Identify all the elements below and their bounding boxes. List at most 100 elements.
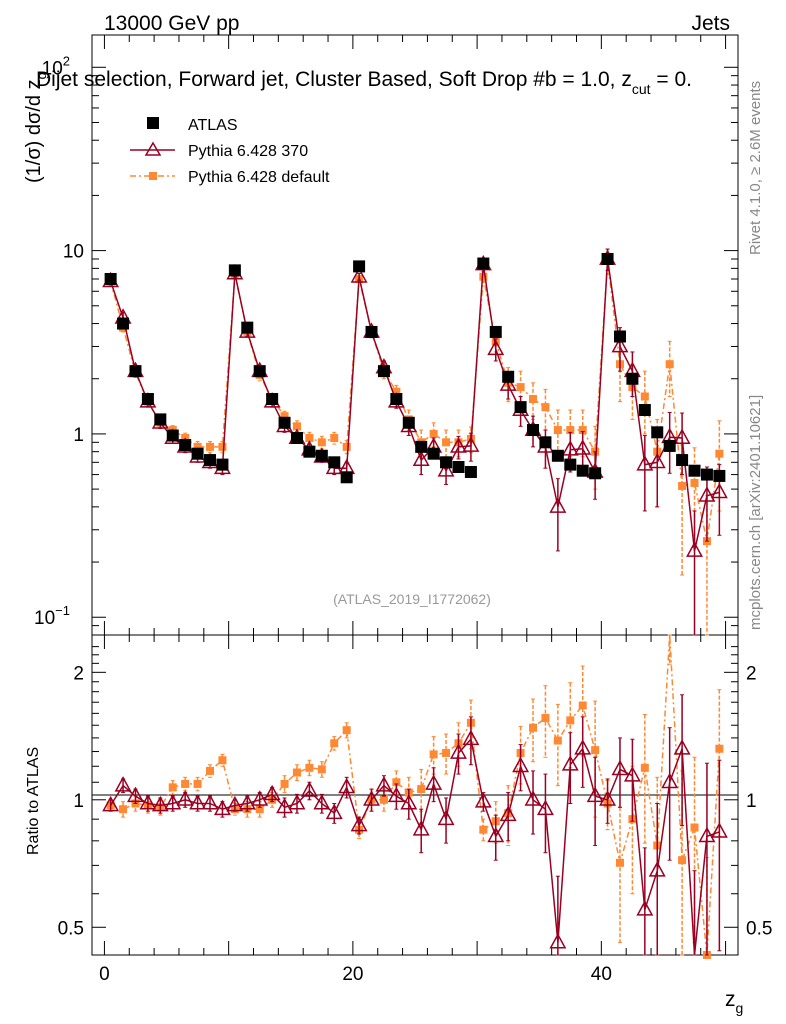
- main-pdef-point: [678, 481, 687, 490]
- main-atlas-point: [353, 260, 366, 273]
- main-p370-point: [574, 439, 592, 455]
- ratio-pdef-point: [529, 723, 538, 732]
- ratio-ytick-label: 1: [73, 791, 84, 812]
- ratio-p370-point: [561, 755, 579, 771]
- main-atlas-point: [216, 458, 229, 471]
- main-p370-point: [686, 541, 703, 557]
- ratio-pdef-point: [392, 778, 401, 787]
- ratio-p370-point: [127, 786, 144, 803]
- main-p370-point: [648, 452, 666, 469]
- main-atlas-point: [651, 426, 664, 439]
- ratio-ytick-label-right: 0.5: [746, 918, 772, 939]
- main-atlas-point: [713, 469, 726, 482]
- xlabel: zg: [725, 988, 743, 1016]
- main-pdef-point: [429, 429, 438, 438]
- ratio-pdef-point: [292, 768, 301, 777]
- main-ytick-exponent: −1: [55, 603, 70, 618]
- main-pdef-point: [193, 442, 202, 451]
- main-atlas-point: [613, 330, 626, 343]
- energy-label: 13000 GeV pp: [104, 12, 239, 35]
- ratio-p370-point: [673, 739, 691, 755]
- ratio-p370-point: [176, 790, 194, 806]
- main-atlas-point: [489, 325, 502, 338]
- main-atlas-point: [241, 321, 254, 334]
- ratio-pdef-point: [255, 805, 264, 814]
- ratio-pdef-point: [168, 783, 177, 792]
- main-p370-line: [109, 258, 720, 552]
- main-atlas-point: [365, 325, 378, 338]
- ratio-p370-point: [139, 793, 157, 810]
- ratio-p370-point: [536, 799, 554, 816]
- main-p370-point: [549, 497, 567, 513]
- main-pdef-point: [392, 387, 401, 396]
- ratio-pdef-point: [715, 744, 724, 753]
- ratio-p370-point: [102, 795, 120, 812]
- main-atlas-point: [427, 447, 440, 460]
- main-pdef-point: [317, 438, 326, 447]
- ratio-p370-point: [586, 786, 604, 803]
- ratio-pdef-point: [553, 736, 562, 745]
- main-p370-point: [698, 486, 716, 502]
- main-ytick-exponent: 2: [63, 53, 70, 68]
- main-pdef-point: [206, 442, 215, 451]
- ratio-ytick-label: 0.5: [58, 918, 84, 939]
- main-p370-point: [412, 450, 430, 467]
- ratio-p370-point: [710, 822, 728, 838]
- ratio-pdef-point: [429, 750, 438, 759]
- ratio-p370-point: [226, 795, 244, 812]
- main-atlas-point: [154, 413, 167, 426]
- main-atlas-point: [626, 372, 639, 385]
- ratio-p370-line: [109, 737, 720, 956]
- main-p370-point: [462, 436, 480, 452]
- legend-p370-marker: [144, 141, 162, 156]
- main-atlas-point: [638, 404, 651, 417]
- ratio-pdef-point: [342, 726, 351, 735]
- ratio-pdef-point: [566, 716, 575, 725]
- legend-pdef: Pythia 6.428 default: [188, 169, 330, 186]
- ratio-p370-point: [400, 793, 418, 810]
- selection-tail: = 0.: [651, 68, 692, 91]
- ratio-ytick-label-right: 2: [746, 663, 757, 684]
- main-atlas-point: [464, 465, 477, 478]
- ratio-pdef-point: [591, 746, 600, 755]
- main-p370-point: [487, 339, 505, 356]
- analysis-id: (ATLAS_2019_I1772062): [333, 591, 491, 607]
- main-atlas-point: [315, 449, 328, 462]
- main-pdef-point: [280, 412, 289, 421]
- main-p370-point: [636, 455, 654, 471]
- ratio-pdef-point: [218, 756, 227, 765]
- main-atlas-point: [104, 272, 117, 285]
- ratio-p370-point: [524, 790, 542, 806]
- main-p370-point: [437, 461, 455, 477]
- ratio-pdef-point: [417, 785, 426, 794]
- main-atlas-point: [141, 393, 154, 406]
- legend-pdef-marker: [149, 172, 157, 180]
- ratio-pdef-point: [578, 701, 587, 710]
- main-atlas-point: [278, 416, 291, 429]
- ratio-p370-point: [599, 790, 617, 806]
- ratio-pdef-point: [541, 714, 550, 723]
- ratio-p370-point: [375, 776, 393, 792]
- main-atlas-point: [191, 447, 204, 460]
- main-pdef-point: [640, 392, 649, 401]
- main-atlas-point: [228, 264, 241, 277]
- main-ylabel: (1/σ) dσ/d zg: [23, 72, 49, 183]
- main-atlas-point: [402, 416, 415, 429]
- ratio-pdef-point: [317, 765, 326, 774]
- xtick-label: 20: [342, 964, 363, 985]
- main-atlas-point: [564, 458, 577, 471]
- main-atlas-point: [415, 440, 428, 453]
- main-atlas-point: [589, 467, 602, 480]
- ratio-p370-point: [648, 861, 666, 877]
- main-atlas-point: [340, 471, 353, 484]
- ratio-p370-point: [661, 772, 679, 789]
- main-p370-point: [350, 267, 368, 283]
- ratio-p370-point: [263, 784, 281, 801]
- main-p370-point: [710, 482, 728, 499]
- ratio-p370-point: [512, 756, 530, 773]
- main-ytick-label: 10: [63, 242, 84, 263]
- main-pdef-point: [578, 426, 587, 435]
- main-pdef-point: [516, 383, 525, 392]
- ratio-pdef-point: [305, 763, 314, 772]
